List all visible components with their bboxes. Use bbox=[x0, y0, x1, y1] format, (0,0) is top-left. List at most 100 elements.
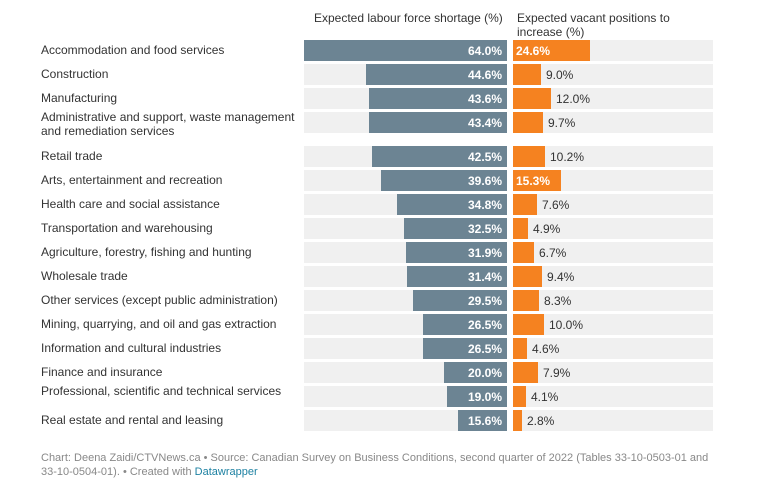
bar-vacant-positions bbox=[513, 170, 561, 191]
bar-track-vacant-positions bbox=[513, 112, 713, 133]
bar-vacant-positions bbox=[513, 194, 537, 215]
value-label-labour-shortage: 29.5% bbox=[467, 294, 502, 308]
bar-vacant-positions bbox=[513, 362, 538, 383]
value-label-vacant-positions: 8.3% bbox=[544, 294, 572, 308]
bar-labour-shortage bbox=[423, 314, 507, 335]
value-label-labour-shortage: 31.9% bbox=[467, 246, 502, 260]
value-label-vacant-positions: 9.4% bbox=[547, 270, 575, 284]
bar-vacant-positions bbox=[513, 266, 542, 287]
bar-track-vacant-positions bbox=[513, 290, 713, 311]
category-label: Information and cultural industries bbox=[41, 341, 222, 355]
footer-text: Chart: Deena Zaidi/CTVNews.ca • Source: … bbox=[41, 452, 709, 478]
value-label-labour-shortage: 42.5% bbox=[467, 150, 502, 164]
value-label-labour-shortage: 44.6% bbox=[467, 68, 502, 82]
datawrapper-link[interactable]: Datawrapper bbox=[194, 466, 258, 478]
bar-vacant-positions bbox=[513, 410, 522, 431]
category-label: Manufacturing bbox=[41, 91, 118, 105]
bar-vacant-positions bbox=[513, 314, 544, 335]
bar-track-labour-shortage bbox=[304, 410, 507, 431]
bar-vacant-positions bbox=[513, 338, 527, 359]
bar-track-vacant-positions bbox=[513, 242, 713, 263]
bar-labour-shortage bbox=[369, 112, 507, 133]
bar-track-vacant-positions bbox=[513, 218, 713, 239]
category-label: Wholesale trade bbox=[41, 269, 128, 283]
bar-labour-shortage bbox=[404, 218, 507, 239]
category-label: Health care and social assistance bbox=[41, 197, 220, 211]
bar-labour-shortage bbox=[458, 410, 507, 431]
bar-labour-shortage bbox=[304, 40, 507, 61]
bar-vacant-positions bbox=[513, 386, 526, 407]
bar-track-vacant-positions bbox=[513, 88, 713, 109]
value-label-vacant-positions: 7.9% bbox=[543, 366, 571, 380]
bar-vacant-positions bbox=[513, 64, 541, 85]
column-header-labour-shortage: Expected labour force shortage (%) bbox=[314, 11, 503, 25]
bar-vacant-positions bbox=[513, 146, 545, 167]
value-label-vacant-positions: 2.8% bbox=[527, 414, 555, 428]
bar-labour-shortage bbox=[366, 64, 507, 85]
bar-vacant-positions bbox=[513, 242, 534, 263]
bar-labour-shortage bbox=[381, 170, 507, 191]
value-label-vacant-positions: 10.2% bbox=[550, 150, 585, 164]
bar-track-vacant-positions bbox=[513, 410, 713, 431]
value-label-vacant-positions: 4.1% bbox=[531, 390, 559, 404]
value-label-labour-shortage: 39.6% bbox=[467, 174, 502, 188]
bar-track-vacant-positions bbox=[513, 194, 713, 215]
category-label: Arts, entertainment and recreation bbox=[41, 173, 223, 187]
value-label-labour-shortage: 34.8% bbox=[467, 198, 502, 212]
category-label: Accommodation and food services bbox=[41, 43, 225, 57]
value-label-labour-shortage: 43.6% bbox=[467, 92, 502, 106]
bar-track-vacant-positions bbox=[513, 64, 713, 85]
value-label-vacant-positions: 4.9% bbox=[533, 222, 561, 236]
bar-labour-shortage bbox=[413, 290, 507, 311]
bar-track-vacant-positions bbox=[513, 386, 713, 407]
category-label: Other services (except public administra… bbox=[41, 293, 278, 307]
bar-vacant-positions bbox=[513, 40, 590, 61]
value-label-labour-shortage: 43.4% bbox=[467, 116, 502, 130]
value-label-labour-shortage: 26.5% bbox=[467, 342, 502, 356]
value-label-labour-shortage: 26.5% bbox=[467, 318, 502, 332]
value-label-vacant-positions: 4.6% bbox=[532, 342, 560, 356]
category-label: Professional, scientific and technical s… bbox=[41, 384, 282, 398]
bar-labour-shortage bbox=[447, 386, 507, 407]
value-label-vacant-positions: 10.0% bbox=[549, 318, 584, 332]
category-label: Agriculture, forestry, fishing and hunti… bbox=[41, 245, 252, 259]
bar-labour-shortage bbox=[397, 194, 507, 215]
value-label-vacant-positions: 7.6% bbox=[542, 198, 570, 212]
value-label-labour-shortage: 19.0% bbox=[467, 390, 502, 404]
bar-track-vacant-positions bbox=[513, 266, 713, 287]
category-label: Transportation and warehousing bbox=[41, 221, 213, 235]
bar-track-vacant-positions bbox=[513, 314, 713, 335]
value-label-vacant-positions: 9.0% bbox=[546, 68, 574, 82]
bar-labour-shortage bbox=[407, 266, 507, 287]
bar-labour-shortage bbox=[444, 362, 507, 383]
category-label: Real estate and rental and leasing bbox=[41, 413, 224, 427]
value-label-labour-shortage: 64.0% bbox=[467, 44, 502, 58]
value-label-labour-shortage: 32.5% bbox=[467, 222, 502, 236]
bar-track-vacant-positions bbox=[513, 170, 713, 191]
value-label-vacant-positions: 12.0% bbox=[556, 92, 591, 106]
value-label-labour-shortage: 20.0% bbox=[467, 366, 502, 380]
category-label: Administrative and support, waste manage… bbox=[41, 110, 295, 138]
category-label: Construction bbox=[41, 67, 109, 81]
column-header-vacant-positions: Expected vacant positions to increase (%… bbox=[517, 11, 670, 39]
value-label-vacant-positions: 15.3% bbox=[516, 174, 551, 188]
chart-rows: Accommodation and food services 64.0% 24.6… bbox=[41, 40, 713, 431]
bar-vacant-positions bbox=[513, 290, 539, 311]
category-label: Mining, quarrying, and oil and gas extra… bbox=[41, 317, 277, 331]
bar-labour-shortage bbox=[423, 338, 507, 359]
value-label-vacant-positions: 24.6% bbox=[516, 44, 551, 58]
bar-track-vacant-positions bbox=[513, 338, 713, 359]
chart-footer: Chart: Deena Zaidi/CTVNews.ca • Source: … bbox=[41, 451, 721, 479]
bar-labour-shortage bbox=[406, 242, 507, 263]
value-label-vacant-positions: 9.7% bbox=[548, 116, 576, 130]
value-label-vacant-positions: 6.7% bbox=[539, 246, 567, 260]
bar-track-vacant-positions bbox=[513, 362, 713, 383]
value-label-labour-shortage: 31.4% bbox=[467, 270, 502, 284]
category-label: Finance and insurance bbox=[41, 365, 163, 379]
value-label-labour-shortage: 15.6% bbox=[467, 414, 502, 428]
bar-track-vacant-positions bbox=[513, 146, 713, 167]
category-label: Retail trade bbox=[41, 149, 103, 163]
bar-labour-shortage bbox=[369, 88, 507, 109]
bar-labour-shortage bbox=[372, 146, 507, 167]
bar-vacant-positions bbox=[513, 88, 551, 109]
